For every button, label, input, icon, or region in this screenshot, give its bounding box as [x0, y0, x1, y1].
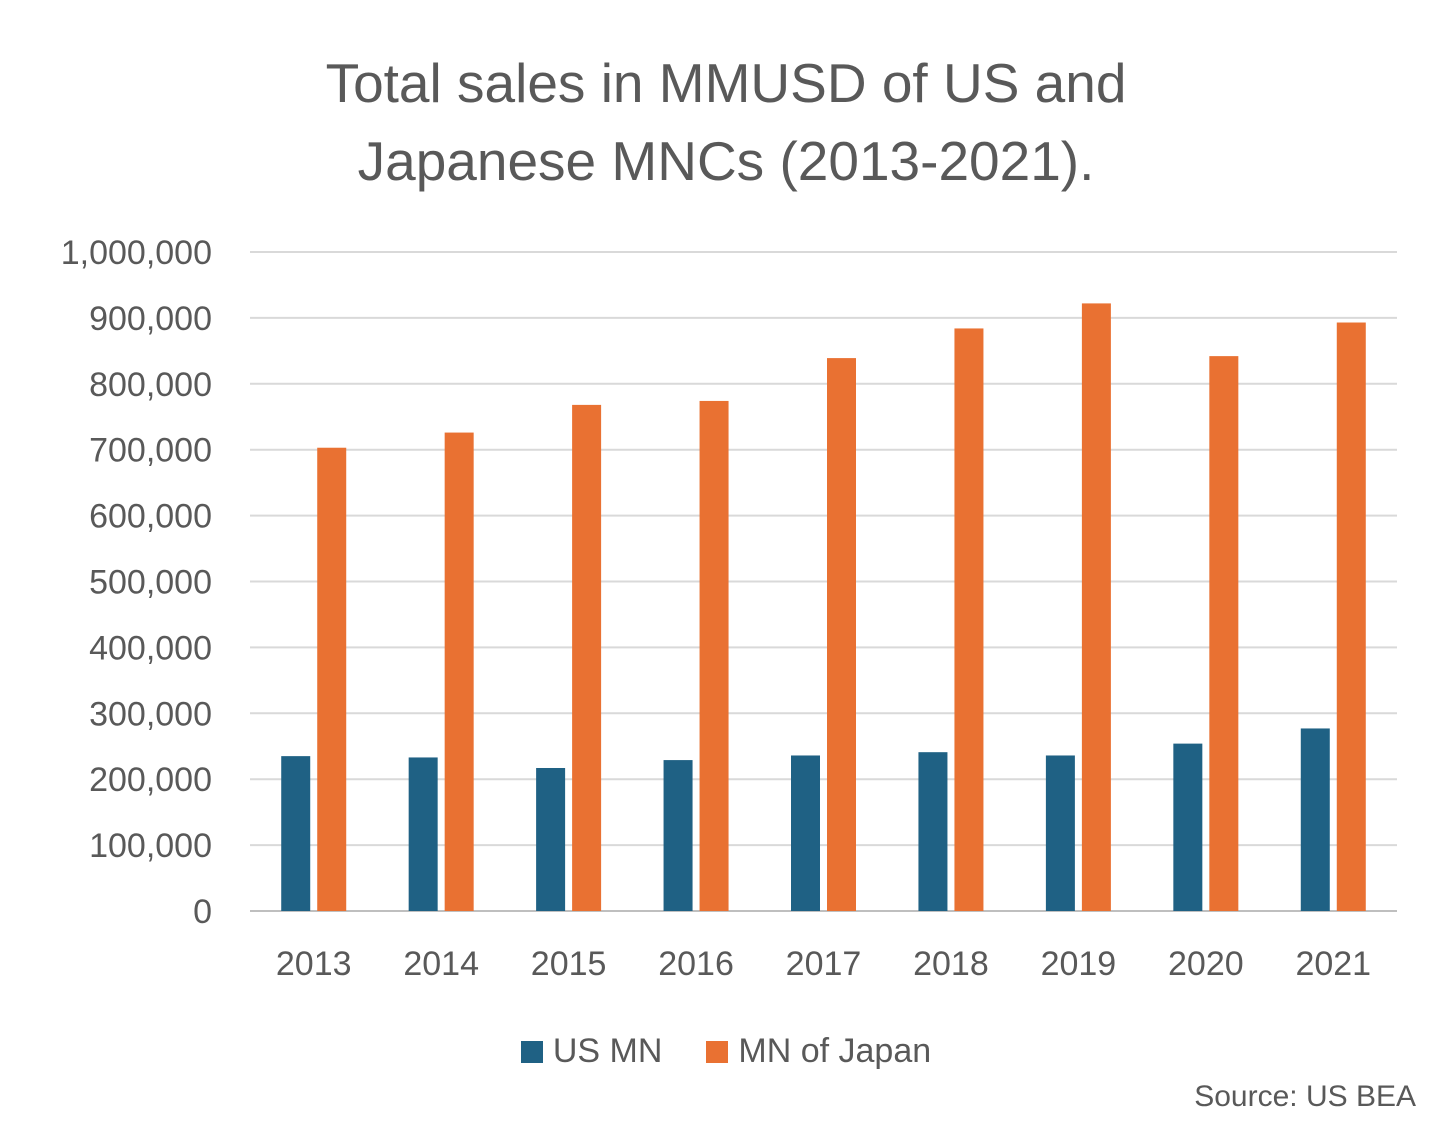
chart-title: Total sales in MMUSD of US and Japanese … — [0, 44, 1452, 200]
bar-mn-of-japan — [954, 328, 984, 912]
gridlines — [250, 251, 1397, 912]
y-tick-label: 100,000 — [89, 827, 212, 865]
x-tick-label: 2015 — [531, 945, 607, 983]
y-tick-label: 700,000 — [89, 432, 212, 470]
bar-mn-of-japan — [699, 400, 729, 911]
x-tick-label: 2016 — [658, 945, 734, 983]
legend-swatch-mn-of-japan — [706, 1040, 729, 1063]
chart-title-line-2: Japanese MNCs (2013-2021). — [357, 130, 1095, 192]
bars — [281, 303, 1366, 912]
y-tick-label: 1,000,000 — [61, 234, 212, 272]
bar-mn-of-japan — [1209, 356, 1239, 911]
legend-label-us-mn: US MN — [552, 1032, 663, 1070]
bar-us-mn — [281, 756, 311, 911]
legend-label-mn-of-japan: MN of Japan — [738, 1032, 932, 1070]
source-note: Source: US BEA — [1194, 1080, 1416, 1113]
bar-us-mn — [536, 767, 566, 911]
bar-mn-of-japan — [317, 447, 347, 911]
bar-us-mn — [1300, 728, 1330, 911]
legend-item-us-mn: US MN — [520, 1032, 663, 1071]
bar-mn-of-japan — [444, 432, 474, 911]
x-tick-label: 2018 — [913, 945, 989, 983]
x-tick-label: 2019 — [1041, 945, 1117, 983]
bar-us-mn — [1173, 743, 1203, 911]
x-tick-label: 2014 — [403, 945, 479, 983]
y-tick-label: 500,000 — [89, 564, 212, 602]
x-tick-label: 2017 — [786, 945, 862, 983]
y-tick-label: 900,000 — [89, 300, 212, 338]
y-tick-label: 400,000 — [89, 629, 212, 667]
legend-swatch-us-mn — [520, 1040, 543, 1063]
y-tick-label: 200,000 — [89, 761, 212, 799]
y-axis-ticks: 0 100,000 200,000 300,000 400,000 500,000 600,… — [61, 234, 212, 931]
y-tick-label: 300,000 — [89, 695, 212, 733]
bar-mn-of-japan — [572, 404, 602, 911]
bar-us-mn — [1045, 755, 1075, 911]
chart-title-line-1: Total sales in MMUSD of US and — [325, 52, 1127, 114]
y-tick-label: 800,000 — [89, 366, 212, 404]
bar-us-mn — [663, 760, 693, 911]
legend-item-mn-of-japan: MN of Japan — [706, 1032, 931, 1071]
x-tick-label: 2013 — [276, 945, 352, 983]
x-tick-label: 2021 — [1295, 945, 1371, 983]
bar-mn-of-japan — [1081, 303, 1111, 912]
y-tick-label: 0 — [193, 893, 212, 931]
y-tick-label: 600,000 — [89, 498, 212, 536]
bar-mn-of-japan — [827, 358, 856, 911]
x-axis-ticks: 2013 2014 2015 2016 2017 2018 2019 2020 2021 — [276, 945, 1371, 983]
bar-us-mn — [408, 757, 438, 911]
bar-us-mn — [918, 752, 948, 911]
x-tick-label: 2020 — [1168, 945, 1244, 983]
bar-mn-of-japan — [1336, 322, 1366, 911]
legend: US MN MN of Japan — [0, 1032, 1452, 1071]
bar-us-mn — [791, 755, 820, 911]
